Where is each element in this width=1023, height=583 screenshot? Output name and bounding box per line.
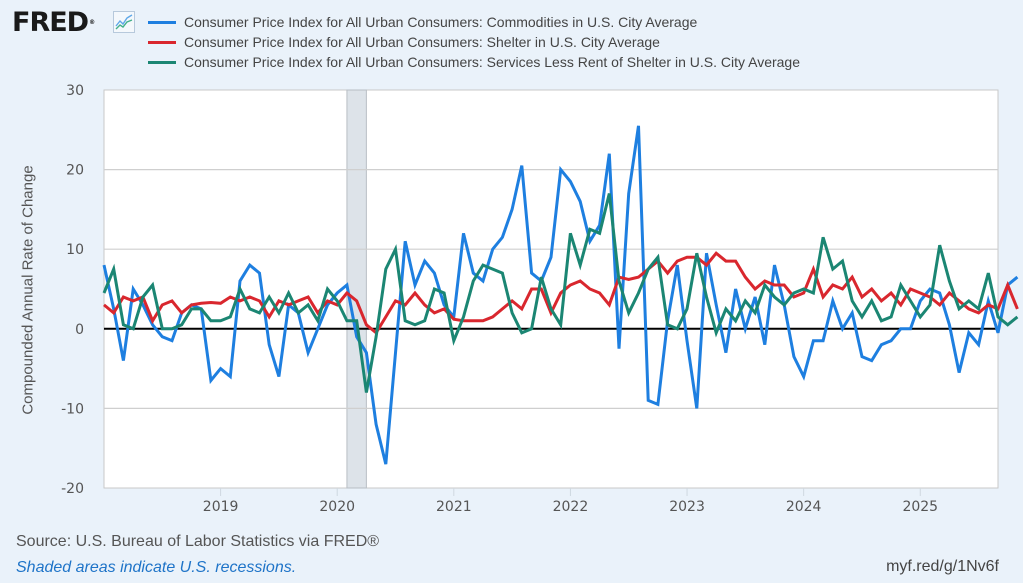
- fred-logo-text: FRED: [12, 7, 89, 38]
- y-tick-label: -20: [61, 481, 84, 497]
- short-url-link[interactable]: myf.red/g/1Nv6f: [886, 558, 999, 575]
- x-tick-label: 2025: [902, 499, 938, 515]
- legend-swatch-services: [148, 60, 176, 64]
- legend-label: Consumer Price Index for All Urban Consu…: [184, 34, 660, 50]
- chart-header: FRED® Consumer Price Index for All Urban…: [12, 8, 1012, 72]
- x-tick-label: 2020: [319, 499, 355, 515]
- legend-label: Consumer Price Index for All Urban Consu…: [184, 54, 801, 70]
- series-shelter: [103, 251, 1019, 336]
- series-lines: [102, 125, 1019, 465]
- source-note: Source: U.S. Bureau of Labor Statistics …: [16, 533, 380, 550]
- legend-swatch-commodities: [148, 20, 176, 24]
- recession-note-link[interactable]: Shaded areas indicate U.S. recessions.: [16, 559, 297, 576]
- y-tick-label: 0: [75, 322, 84, 338]
- fred-logo[interactable]: FRED®: [12, 8, 95, 38]
- y-tick-label: 30: [66, 83, 84, 99]
- x-tick-label: 2022: [553, 499, 589, 515]
- x-tick-label: 2021: [436, 499, 472, 515]
- registered-mark: ®: [89, 19, 96, 26]
- y-tick-label: -10: [61, 401, 84, 417]
- x-tick-labels: 2019 2020 2021 2022 2023 2024 2025: [203, 488, 938, 515]
- x-tick-label: 2023: [669, 499, 705, 515]
- y-tick-label: 10: [66, 242, 84, 258]
- series-line-commodities: [102, 125, 1019, 465]
- recession-band: [346, 89, 367, 489]
- series-services: [102, 193, 1019, 393]
- legend-item-services[interactable]: Consumer Price Index for All Urban Consu…: [148, 52, 800, 72]
- recession-bands: [346, 89, 367, 489]
- x-tick-label: 2019: [203, 499, 239, 515]
- legend-item-shelter[interactable]: Consumer Price Index for All Urban Consu…: [148, 32, 800, 52]
- legend-item-commodities[interactable]: Consumer Price Index for All Urban Consu…: [148, 12, 800, 32]
- y-tick-label: 20: [66, 163, 84, 179]
- legend: Consumer Price Index for All Urban Consu…: [148, 12, 800, 72]
- series-line-shelter: [103, 251, 1019, 336]
- x-tick-label: 2024: [786, 499, 822, 515]
- legend-swatch-shelter: [148, 40, 176, 44]
- series-line-services: [102, 193, 1019, 393]
- y-tick-labels: -20 -10 0 10 20 30: [61, 83, 84, 497]
- line-chart-icon: [113, 11, 135, 33]
- legend-label: Consumer Price Index for All Urban Consu…: [184, 14, 698, 30]
- series-commodities: [102, 125, 1019, 465]
